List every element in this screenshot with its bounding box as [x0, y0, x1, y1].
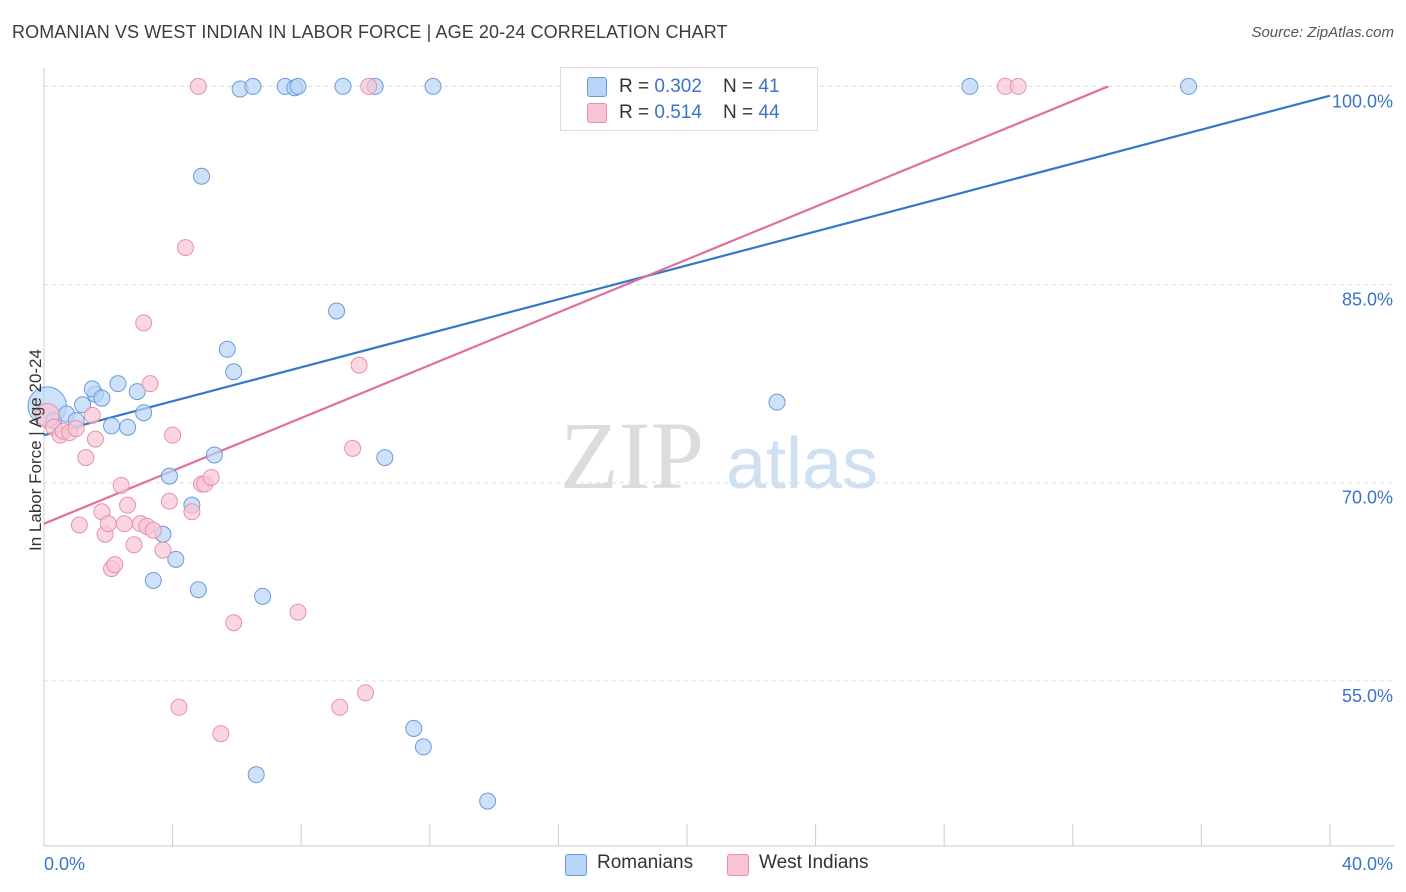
romanian-point — [961, 77, 979, 95]
series-swatch-westindians — [727, 854, 749, 876]
romanian-point — [135, 404, 153, 422]
westindian-point — [212, 725, 230, 743]
westindian-point — [202, 468, 220, 486]
westindian-point — [141, 375, 159, 393]
westindian-point — [170, 698, 188, 716]
westindian-point — [331, 698, 349, 716]
romanian-point — [119, 418, 137, 436]
romanian-point — [205, 446, 223, 464]
legend-r-label: R = — [619, 76, 655, 97]
romanian-point — [247, 766, 265, 784]
westindian-point — [357, 684, 374, 702]
westindian-point — [144, 521, 162, 539]
romanian-point — [334, 77, 352, 95]
westindian-point — [70, 516, 88, 534]
westindian-point — [115, 515, 133, 533]
series-legend: Romanians West Indians — [0, 852, 1406, 878]
x-tick-label-min: 0.0% — [44, 854, 85, 874]
grid-layer — [44, 85, 1395, 682]
westindian-point — [160, 492, 178, 510]
westindian-point — [360, 77, 378, 95]
romanian-point — [189, 581, 207, 599]
series-label-romanians: Romanians — [597, 852, 694, 873]
romanian-point — [424, 77, 442, 95]
westindian-point — [183, 503, 201, 521]
chart-title: ROMANIAN VS WEST INDIAN IN LABOR FORCE |… — [12, 22, 728, 42]
romanian-point — [328, 302, 346, 320]
westindian-point — [112, 476, 130, 494]
romanian-point — [405, 719, 423, 737]
westindian-point — [99, 515, 117, 533]
romanian-point — [244, 77, 262, 95]
westindian-point — [83, 406, 101, 424]
westindian-point — [350, 356, 368, 374]
romanian-point — [479, 792, 497, 810]
westindian-point — [154, 541, 172, 559]
legend-n-label: N = — [723, 102, 759, 123]
romanian-point — [414, 738, 432, 756]
romanian-point — [160, 467, 178, 485]
legend-text-westindians: R = 0.514 N = 44 — [619, 102, 780, 124]
westindian-point — [225, 614, 243, 632]
points-layer — [27, 77, 1198, 810]
y-tick-label: 100.0% — [1332, 91, 1393, 111]
romanian-point — [74, 396, 92, 414]
legend-r-label: R = — [619, 102, 655, 123]
romanian-point — [376, 449, 394, 467]
legend-text-romanians: R = 0.302 N = 41 — [619, 76, 780, 98]
watermark-zip: ZIP — [560, 402, 704, 509]
romanian-point — [144, 571, 162, 589]
romanian-point — [768, 393, 786, 411]
legend-r-value: 0.514 — [654, 102, 702, 123]
legend-swatch-romanians — [587, 77, 607, 97]
westindian-point — [125, 536, 143, 554]
romanian-point — [1180, 77, 1198, 95]
westindian-point — [67, 420, 85, 438]
westindian-point — [289, 603, 307, 621]
legend-n-label: N = — [723, 76, 759, 97]
y-tick-label: 85.0% — [1342, 290, 1393, 310]
legend-n-value: 41 — [758, 76, 780, 97]
romanian-point — [225, 363, 243, 381]
legend-swatch-westindians — [587, 103, 607, 123]
westindian-point — [189, 77, 207, 95]
westindian-point — [135, 314, 153, 332]
tick-label-layer: 55.0% 70.0% 85.0% 100.0% 0.0% 40.0% — [44, 91, 1393, 874]
romanian-point — [109, 375, 127, 393]
legend-r-value: 0.302 — [654, 76, 702, 97]
westindian-point — [119, 496, 137, 514]
y-tick-label: 70.0% — [1342, 488, 1393, 508]
watermark-atlas: atlas — [726, 424, 878, 504]
series-swatch-romanians — [565, 854, 587, 876]
romanian-point — [193, 167, 211, 185]
y-axis-label-wrap: In Labor Force | Age 20-24 — [16, 100, 45, 800]
romanian-point — [103, 417, 121, 435]
westindian-point — [1009, 77, 1027, 95]
watermark: ZIP atlas — [560, 402, 878, 509]
correlation-legend: R = 0.302 N = 41 R = 0.514 N = 44 — [560, 67, 818, 131]
westindian-point — [106, 556, 124, 574]
romanians-trend-line — [43, 94, 1331, 437]
westindian-point — [164, 426, 182, 444]
romanian-point — [93, 389, 111, 407]
y-tick-label: 55.0% — [1342, 686, 1393, 706]
romanian-point — [289, 77, 307, 95]
y-axis-label: In Labor Force | Age 20-24 — [26, 349, 45, 551]
westindian-point — [344, 439, 362, 457]
x-tick-label-max: 40.0% — [1342, 854, 1393, 874]
source-label: Source: ZipAtlas.com — [1251, 24, 1394, 41]
romanian-point — [167, 550, 185, 568]
romanian-point — [128, 383, 146, 401]
series-label-westindians: West Indians — [759, 852, 869, 873]
westindian-point — [77, 449, 95, 467]
westindian-point — [86, 430, 104, 448]
axis-layer — [43, 68, 1395, 847]
romanian-point — [254, 587, 272, 605]
legend-n-value: 44 — [758, 102, 780, 123]
westindian-point — [176, 239, 194, 257]
romanian-point — [218, 340, 236, 358]
